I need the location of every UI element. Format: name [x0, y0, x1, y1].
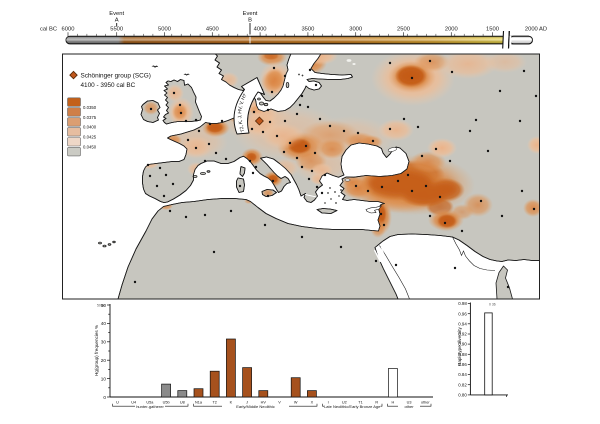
svg-text:1500: 1500 [486, 27, 499, 33]
svg-text:0.90: 0.90 [458, 342, 467, 347]
svg-text:Haplotype diversity: Haplotype diversity [457, 326, 462, 366]
svg-text:Hg(group) frequencies %: Hg(group) frequencies % [94, 325, 99, 376]
svg-text:Event: Event [243, 11, 258, 17]
svg-text:3000: 3000 [349, 27, 362, 33]
svg-text:Early/Middle Neolithic: Early/Middle Neolithic [236, 404, 274, 409]
svg-text:U3: U3 [407, 401, 412, 405]
svg-text:W: W [294, 401, 298, 405]
svg-text:2500: 2500 [397, 27, 410, 33]
svg-text:U8: U8 [180, 401, 185, 405]
svg-text:0.0350: 0.0350 [83, 105, 97, 110]
svg-text:4000: 4000 [254, 27, 267, 33]
svg-text:U5b: U5b [163, 401, 170, 405]
svg-text:Event: Event [109, 11, 124, 17]
svg-text:U2: U2 [342, 401, 347, 405]
svg-text:0.0400: 0.0400 [83, 125, 97, 130]
svg-text:U: U [116, 401, 119, 405]
svg-text:I: I [328, 401, 329, 405]
svg-text:U5a: U5a [146, 401, 154, 405]
svg-text:0.96: 0.96 [458, 311, 467, 316]
svg-text:4100 - 3950 cal BC: 4100 - 3950 cal BC [81, 82, 136, 89]
svg-text:5000: 5000 [158, 27, 171, 33]
svg-text:T2, K, J, HV, V, H?: T2, K, J, HV, V, H? [237, 93, 248, 133]
svg-text:J: J [246, 401, 248, 405]
svg-text:0.82: 0.82 [458, 382, 467, 387]
svg-text:0.92: 0.92 [458, 332, 467, 337]
svg-text:HV: HV [261, 401, 267, 405]
svg-text:0.94: 0.94 [458, 321, 467, 326]
svg-text:other: other [404, 404, 414, 409]
svg-text:B: B [248, 18, 252, 24]
svg-text:3500: 3500 [301, 27, 314, 33]
svg-text:H: H [392, 401, 395, 405]
svg-text:X: X [311, 401, 314, 405]
svg-text:20: 20 [101, 358, 107, 363]
svg-text:0.84: 0.84 [458, 372, 467, 377]
svg-text:cal BC: cal BC [40, 27, 57, 33]
svg-text:30: 30 [101, 340, 107, 345]
svg-text:T1: T1 [358, 401, 362, 405]
svg-text:6000: 6000 [62, 27, 75, 33]
svg-text:0.86: 0.86 [458, 362, 467, 367]
svg-text:0.0375: 0.0375 [83, 115, 97, 120]
svg-text:0.98: 0.98 [458, 301, 467, 306]
svg-text:0.0450: 0.0450 [83, 145, 97, 150]
svg-text:hunter-gatherer: hunter-gatherer [136, 404, 164, 409]
svg-text:2000 AD: 2000 AD [525, 27, 547, 33]
svg-text:0.0425: 0.0425 [83, 135, 97, 140]
svg-text:10: 10 [101, 376, 107, 381]
svg-text:50 m: 50 m [97, 304, 105, 308]
svg-text:V: V [278, 401, 281, 405]
svg-text:K: K [230, 401, 233, 405]
svg-text:Schöninger group (SCG): Schöninger group (SCG) [81, 72, 151, 79]
svg-text:2000: 2000 [445, 27, 458, 33]
svg-text:R: R [375, 401, 378, 405]
svg-text:0.80: 0.80 [458, 393, 467, 398]
svg-text:other: other [421, 401, 430, 405]
svg-text:T2: T2 [212, 401, 216, 405]
svg-text:0: 0 [103, 395, 106, 400]
svg-text:U4: U4 [131, 401, 136, 405]
svg-text:50: 50 [101, 303, 107, 308]
svg-text:0 36: 0 36 [489, 303, 496, 307]
svg-text:4500: 4500 [206, 27, 219, 33]
svg-text:0.88: 0.88 [458, 352, 467, 357]
svg-text:Late Neolithic/Early Bronze Ag: Late Neolithic/Early Bronze Age [324, 404, 381, 409]
svg-text:N1a: N1a [195, 401, 203, 405]
svg-text:5500: 5500 [110, 27, 123, 33]
svg-text:40: 40 [101, 321, 107, 326]
svg-text:A: A [115, 18, 119, 24]
